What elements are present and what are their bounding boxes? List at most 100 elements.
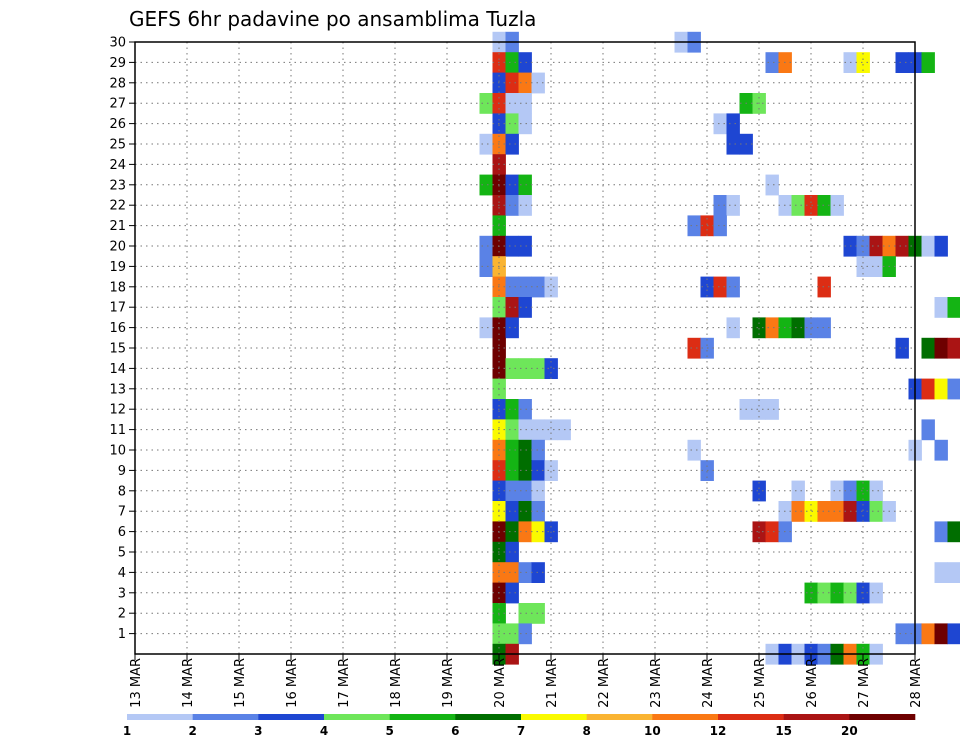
heatmap-cell xyxy=(921,52,935,73)
heatmap-cell xyxy=(505,195,519,216)
heatmap-cell xyxy=(830,195,844,216)
heatmap-cell xyxy=(518,93,532,114)
heatmap-cell xyxy=(856,256,870,277)
heatmap-cell xyxy=(544,419,558,441)
x-axis: 13 MAR 14 MAR 15 MAR 16 MAR 17 MAR 18 MAR 19 M… xyxy=(129,654,924,708)
x-tick-label: 17 MAR xyxy=(337,658,352,708)
x-tick-label: 14 MAR xyxy=(181,658,196,708)
heatmap-cell xyxy=(687,439,701,461)
y-tick-label: 3 xyxy=(118,586,126,601)
heatmap-cell xyxy=(505,521,519,543)
heatmap-cell xyxy=(895,235,909,257)
heatmap-cell xyxy=(726,317,740,339)
colorbar-label: 3 xyxy=(254,724,262,738)
heatmap-cell xyxy=(765,317,779,339)
heatmap-cell xyxy=(726,276,740,298)
y-tick-label: 13 xyxy=(109,382,126,397)
y-tick-label: 17 xyxy=(109,301,126,316)
heatmap-cell xyxy=(947,521,960,543)
heatmap-cell xyxy=(856,501,870,522)
y-axis: 1234567891011121314151617181920212223242… xyxy=(109,36,135,642)
heatmap-cell xyxy=(531,603,545,624)
heatmap-cell xyxy=(518,276,532,298)
heatmap-cell xyxy=(804,501,818,522)
x-tick-label: 25 MAR xyxy=(753,658,768,708)
heatmap-cell xyxy=(518,501,532,522)
heatmap-cell xyxy=(505,113,519,135)
y-tick-label: 1 xyxy=(118,627,126,642)
heatmap-cell xyxy=(830,480,844,502)
heatmap-cell xyxy=(505,297,519,318)
y-tick-label: 14 xyxy=(109,362,126,377)
heatmap-cell xyxy=(531,72,545,94)
heatmap-cell xyxy=(505,72,519,94)
heatmap-cell xyxy=(869,256,883,277)
heatmap-cell xyxy=(505,460,519,481)
y-tick-label: 9 xyxy=(118,464,126,479)
heatmap-cell xyxy=(713,276,727,298)
x-tick-label: 23 MAR xyxy=(649,658,664,708)
y-tick-label: 2 xyxy=(118,607,126,622)
heatmap-cell xyxy=(505,399,519,420)
heatmap-cell xyxy=(921,235,935,257)
heatmap-cell xyxy=(505,235,519,257)
y-tick-label: 28 xyxy=(109,76,126,91)
heatmap-cell xyxy=(518,235,532,257)
colorbar-swatch xyxy=(127,714,193,720)
heatmap-cell xyxy=(817,317,831,339)
heatmap-cell xyxy=(531,562,545,583)
heatmap-cell xyxy=(505,317,519,339)
heatmap-cell xyxy=(505,582,519,604)
heatmap-cell xyxy=(544,358,558,379)
heatmap-cell xyxy=(531,276,545,298)
heatmap-cell xyxy=(869,501,883,522)
heatmap-cell xyxy=(895,52,909,73)
y-tick-label: 19 xyxy=(109,260,126,275)
colorbar-label: 1 xyxy=(123,724,131,738)
colorbar-swatch xyxy=(521,714,587,720)
heatmap-cell xyxy=(856,52,870,73)
heatmap-cell xyxy=(505,480,519,502)
heatmap-cell xyxy=(817,501,831,522)
heatmap-cell xyxy=(934,297,948,318)
heatmap-cell xyxy=(518,460,532,481)
y-tick-label: 4 xyxy=(118,566,126,581)
y-tick-label: 20 xyxy=(109,240,126,255)
heatmap-cell xyxy=(531,480,545,502)
heatmap-cell xyxy=(518,72,532,94)
heatmap-cell xyxy=(921,623,935,645)
heatmap-cell xyxy=(518,113,532,135)
heatmap-cell xyxy=(479,93,493,114)
y-tick-label: 24 xyxy=(109,158,126,173)
heatmap-cell xyxy=(518,603,532,624)
heatmap-cell xyxy=(726,113,740,135)
x-tick-label: 22 MAR xyxy=(597,658,612,708)
heatmap-cell xyxy=(518,419,532,441)
heatmap-cell xyxy=(934,337,948,359)
heatmap-cell xyxy=(518,358,532,379)
heatmap-cell xyxy=(713,113,727,135)
heatmap-cell xyxy=(934,623,948,645)
heatmap-cell xyxy=(947,337,960,359)
heatmap-cell xyxy=(934,235,948,257)
x-tick-label: 16 MAR xyxy=(285,658,300,708)
cells-layer xyxy=(479,31,960,665)
colorbar-label: 8 xyxy=(582,724,590,738)
heatmap-cell xyxy=(934,562,948,583)
y-tick-label: 6 xyxy=(118,525,126,540)
heatmap-cell xyxy=(479,133,493,155)
y-tick-label: 26 xyxy=(109,117,126,132)
colorbar-swatch xyxy=(718,714,784,720)
heatmap-cell xyxy=(687,215,701,237)
heatmap-cell xyxy=(921,378,935,400)
heatmap-cell xyxy=(479,174,493,196)
heatmap-cell xyxy=(752,480,766,502)
heatmap-cell xyxy=(934,521,948,543)
heatmap-cell xyxy=(791,480,805,502)
heatmap-cell xyxy=(713,215,727,237)
heatmap-cell xyxy=(830,582,844,604)
heatmap-cell xyxy=(726,195,740,216)
x-tick-label: 19 MAR xyxy=(441,658,456,708)
y-tick-label: 23 xyxy=(109,178,126,193)
heatmap-cell xyxy=(531,521,545,543)
